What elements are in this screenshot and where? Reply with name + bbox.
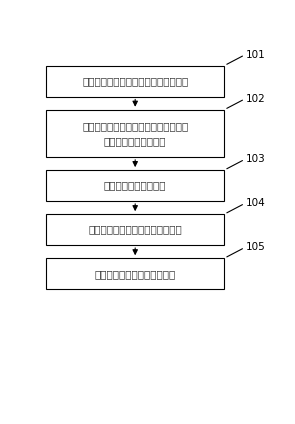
Bar: [46, 110, 224, 157]
Text: 建立非达西渗流条件下不同井网形式的
水驱波及系数计算公式: 建立非达西渗流条件下不同井网形式的 水驱波及系数计算公式: [82, 121, 188, 146]
Bar: [46, 214, 224, 245]
Bar: [46, 258, 224, 289]
Text: 建立目标油藏人工裂缝与排距图版: 建立目标油藏人工裂缝与排距图版: [88, 225, 182, 234]
Text: 105: 105: [246, 243, 266, 252]
Text: 建立非达西渗流条件下单井产量的公式: 建立非达西渗流条件下单井产量的公式: [82, 76, 188, 86]
Text: 103: 103: [246, 154, 266, 164]
Bar: [46, 66, 224, 97]
Bar: [46, 170, 224, 201]
Text: 102: 102: [246, 94, 266, 104]
Text: 获取目标油藏已知参数: 获取目标油藏已知参数: [104, 181, 166, 190]
Text: 104: 104: [246, 198, 266, 208]
Text: 101: 101: [246, 50, 266, 60]
Text: 建立目标油藏人工裂缝与排距: 建立目标油藏人工裂缝与排距: [95, 269, 176, 279]
